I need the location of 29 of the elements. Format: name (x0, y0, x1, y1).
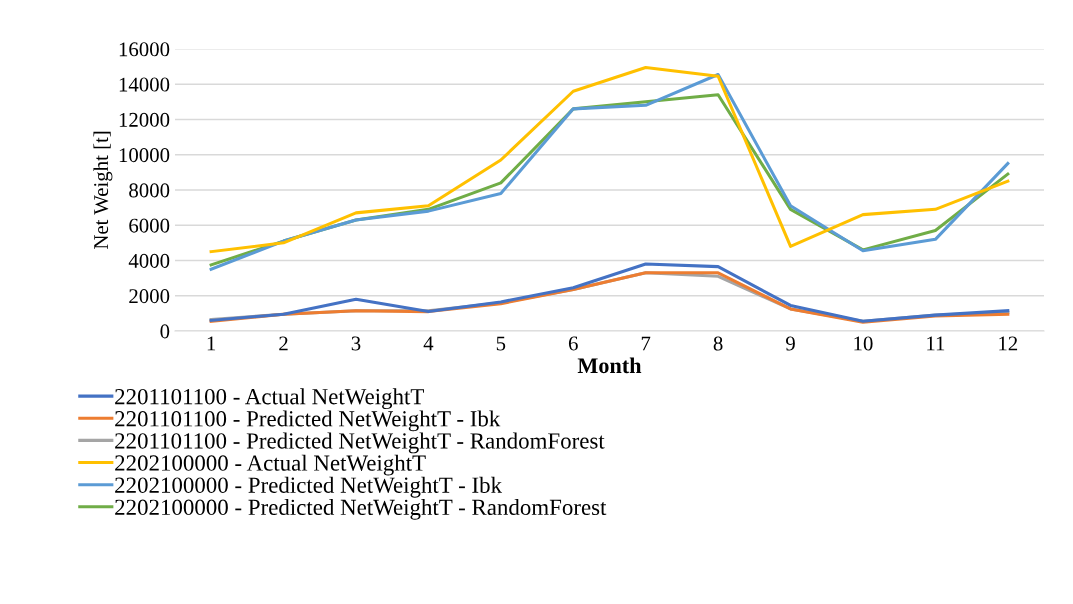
y-tick-label: 0 (160, 324, 170, 339)
y-tick-label: 14000 (119, 77, 170, 92)
y-tick-label: 16000 (119, 42, 170, 57)
y-tick-label: 6000 (129, 218, 170, 233)
x-tick-label: 10 (854, 336, 873, 351)
legend-label: 2202100000 - Predicted NetWeightT - Ibk (115, 476, 503, 498)
x-tick-label: 11 (927, 336, 945, 351)
legend-label: 2201101100 - Predicted NetWeightT - Ibk (115, 410, 501, 432)
x-tick-label: 12 (999, 336, 1018, 351)
y-tick-label: 12000 (119, 112, 170, 127)
x-axis-title: Month (577, 357, 642, 374)
legend-label: 2201101100 - Predicted NetWeightT - RandomForest (115, 432, 605, 454)
x-tick-label: 5 (496, 336, 506, 351)
legend-label: 2202100000 - Predicted NetWeightT - RandomForest (115, 498, 607, 520)
x-tick-label: 8 (713, 336, 723, 351)
y-axis-title: Net Weight [t] (93, 131, 113, 250)
legend-label: 2201101100 - Actual NetWeightT (115, 388, 424, 410)
y-tick-label: 2000 (129, 289, 170, 304)
x-tick-label: 3 (351, 336, 361, 351)
x-tick-label: 2 (279, 336, 288, 351)
y-tick-label: 10000 (119, 148, 170, 163)
y-tick-label: 4000 (128, 253, 170, 268)
x-tick-label: 1 (207, 336, 216, 351)
x-tick-label: 7 (641, 336, 651, 351)
y-tick-label: 8000 (129, 183, 170, 198)
legend-label: 2202100000 - Actual NetWeightT (115, 454, 426, 476)
x-tick-label: 6 (568, 336, 578, 351)
x-tick-label: 9 (785, 336, 795, 351)
x-tick-label: 4 (423, 336, 434, 351)
